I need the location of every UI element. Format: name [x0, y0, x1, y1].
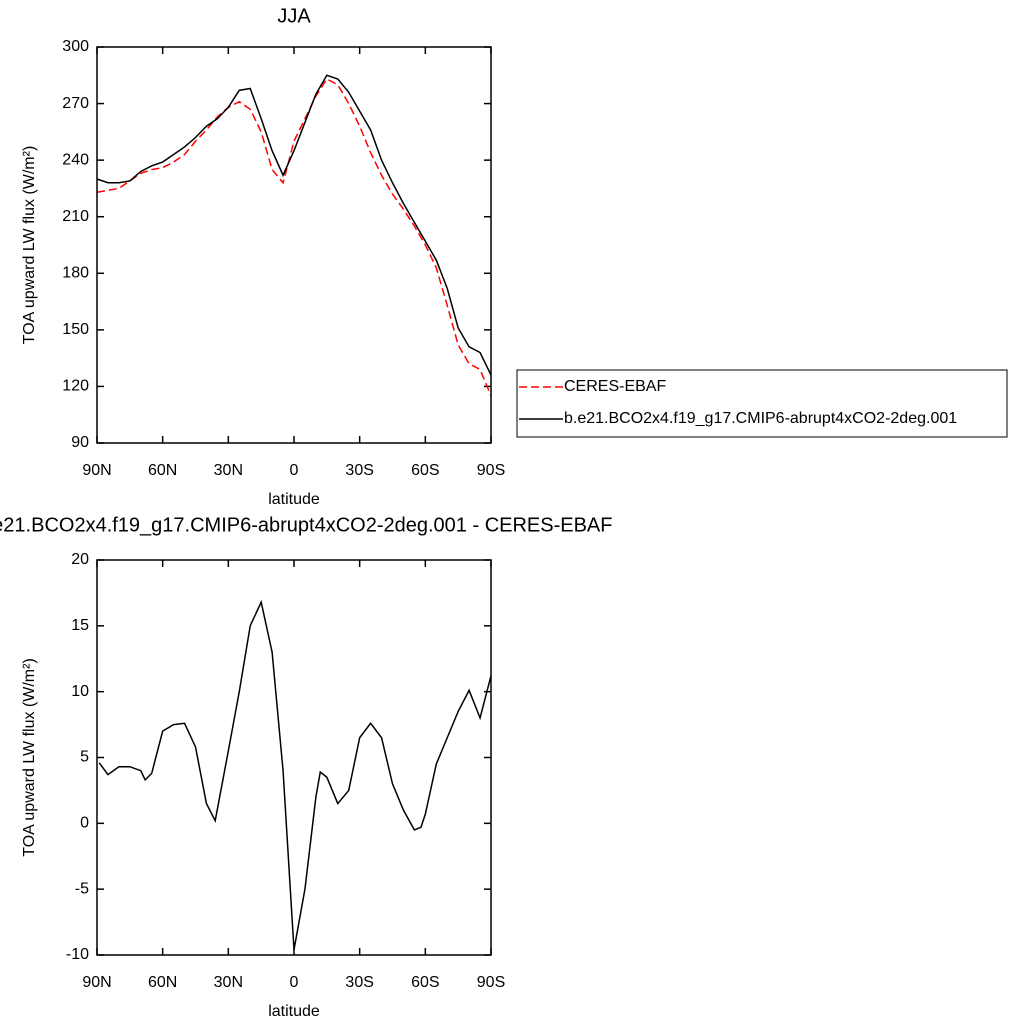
x-tick-label: 0 [290, 462, 299, 479]
x-tick-label: 30N [214, 462, 243, 479]
data-line [96, 74, 492, 376]
plot-frame [96, 559, 492, 956]
x-tick-label: 30N [214, 974, 243, 991]
y-tick-label: 5 [80, 749, 89, 766]
x-tick-label: 60N [148, 974, 177, 991]
y-tick-label: 270 [62, 95, 89, 112]
y-axis-label: TOA upward LW flux (W/m²) [21, 146, 38, 345]
legend-label: CERES-EBAF [564, 378, 666, 395]
y-tick-label: 240 [62, 151, 89, 168]
y-tick-label: -5 [75, 880, 89, 897]
y-tick-label: 180 [62, 265, 89, 282]
chart-title: JJA [277, 5, 311, 27]
y-tick-label: 20 [71, 551, 89, 568]
legend-label: b.e21.BCO2x4.f19_g17.CMIP6-abrupt4xCO2-2… [564, 410, 957, 427]
y-tick-label: 210 [62, 208, 89, 225]
y-tick-label: 90 [71, 434, 89, 451]
data-line [96, 78, 492, 397]
y-tick-label: -10 [66, 946, 89, 963]
legend-box [516, 369, 1008, 438]
x-tick-label: 90N [82, 462, 111, 479]
x-axis-label: latitude [268, 491, 320, 508]
y-tick-label: 15 [71, 617, 89, 634]
x-tick-label: 90S [477, 462, 505, 479]
y-tick-label: 120 [62, 378, 89, 395]
x-tick-label: 60S [411, 462, 439, 479]
data-line [98, 599, 492, 950]
y-axis-label: TOA upward LW flux (W/m²) [21, 658, 38, 857]
x-tick-label: 0 [290, 974, 299, 991]
chart-title: b.e21.BCO2x4.f19_g17.CMIP6-abrupt4xCO2-2… [0, 514, 613, 536]
y-tick-label: 10 [71, 683, 89, 700]
x-tick-label: 60S [411, 974, 439, 991]
y-tick-label: 150 [62, 321, 89, 338]
plot-frame [96, 46, 492, 444]
y-tick-label: 0 [80, 815, 89, 832]
x-axis-label: latitude [268, 1003, 320, 1020]
x-tick-label: 60N [148, 462, 177, 479]
x-tick-label: 90S [477, 974, 505, 991]
y-tick-label: 300 [62, 38, 89, 55]
x-tick-label: 30S [345, 974, 373, 991]
x-tick-label: 30S [345, 462, 373, 479]
x-tick-label: 90N [82, 974, 111, 991]
